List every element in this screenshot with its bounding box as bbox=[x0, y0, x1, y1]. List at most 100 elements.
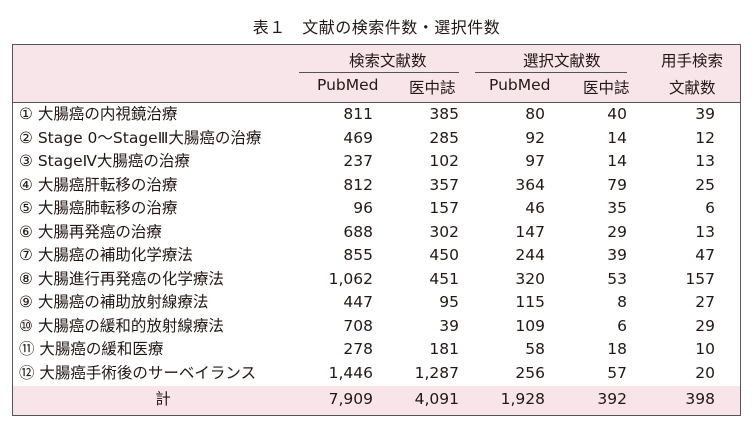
header-pubmed-search: PubMed bbox=[317, 76, 379, 94]
row-label: ⑦ 大腸癌の補助化学療法 bbox=[19, 246, 193, 264]
total-row: 計 7,909 4,091 1,928 392 398 bbox=[13, 386, 740, 415]
table-row: ⑫ 大腸癌手術後のサーベイランス 1,446 1,287 256 57 20 bbox=[13, 362, 740, 386]
row-label: ⑥ 大腸再発癌の治療 bbox=[19, 222, 162, 241]
header-search-count: 検索文献数 bbox=[349, 52, 427, 70]
cell-pubmed-selected: 109 bbox=[515, 316, 545, 335]
cell-ichushi-selected: 14 bbox=[607, 128, 627, 147]
total-ichushi-selected: 392 bbox=[597, 390, 627, 408]
table-row: ① 大腸癌の内視鏡治療 811 385 80 40 39 bbox=[13, 103, 740, 127]
table-header: 検索文献数 選択文献数 用手検索 PubMed 医中誌 PubMed 医中誌 文… bbox=[13, 45, 740, 103]
literature-table: 検索文献数 選択文献数 用手検索 PubMed 医中誌 PubMed 医中誌 文… bbox=[12, 44, 741, 416]
cell-ichushi-search: 181 bbox=[429, 340, 459, 358]
cell-manual: 157 bbox=[685, 269, 715, 288]
table-row: ⑩ 大腸癌の緩和的放射線療法 708 39 109 6 29 bbox=[13, 315, 740, 339]
cell-ichushi-search: 385 bbox=[429, 105, 459, 123]
cell-manual: 25 bbox=[695, 175, 715, 194]
cell-ichushi-search: 450 bbox=[429, 246, 459, 264]
cell-pubmed-selected: 92 bbox=[525, 128, 545, 147]
cell-pubmed-selected: 364 bbox=[515, 175, 545, 194]
table-row: ⑥ 大腸再発癌の治療 688 302 147 29 13 bbox=[13, 221, 740, 245]
cell-ichushi-selected: 57 bbox=[607, 363, 627, 382]
cell-ichushi-selected: 6 bbox=[617, 316, 627, 335]
cell-pubmed-search: 811 bbox=[343, 105, 373, 123]
row-label: ⑤ 大腸癌肺転移の治療 bbox=[19, 199, 178, 217]
cell-pubmed-search: 278 bbox=[343, 340, 373, 358]
total-pubmed-search: 7,909 bbox=[328, 390, 373, 408]
cell-pubmed-selected: 80 bbox=[525, 105, 545, 123]
row-label: ③ StageⅣ大腸癌の治療 bbox=[19, 152, 190, 170]
cell-pubmed-selected: 58 bbox=[525, 340, 545, 358]
total-manual: 398 bbox=[685, 390, 715, 408]
cell-ichushi-search: 1,287 bbox=[414, 363, 459, 382]
cell-manual: 27 bbox=[695, 293, 715, 311]
cell-pubmed-search: 708 bbox=[343, 316, 373, 335]
table-row: ⑤ 大腸癌肺転移の治療 96 157 46 35 6 bbox=[13, 197, 740, 221]
cell-pubmed-selected: 115 bbox=[515, 293, 545, 311]
cell-pubmed-search: 688 bbox=[343, 222, 373, 241]
row-label: ⑩ 大腸癌の緩和的放射線療法 bbox=[19, 316, 224, 335]
header-pubmed-selected: PubMed bbox=[489, 76, 551, 94]
cell-pubmed-search: 469 bbox=[343, 128, 373, 147]
cell-ichushi-selected: 35 bbox=[607, 199, 627, 217]
header-manual-line1: 用手検索 bbox=[661, 52, 724, 70]
cell-pubmed-selected: 97 bbox=[525, 152, 545, 170]
table-row: ③ StageⅣ大腸癌の治療 237 102 97 14 13 bbox=[13, 150, 740, 174]
cell-ichushi-search: 302 bbox=[429, 222, 459, 241]
cell-pubmed-search: 447 bbox=[343, 293, 373, 311]
table-row: ② Stage 0〜StageⅢ大腸癌の治療 469 285 92 14 12 bbox=[13, 127, 740, 151]
cell-ichushi-search: 95 bbox=[439, 293, 459, 311]
cell-pubmed-selected: 256 bbox=[515, 363, 545, 382]
cell-pubmed-search: 1,062 bbox=[328, 269, 373, 288]
cell-pubmed-search: 1,446 bbox=[328, 363, 373, 382]
cell-ichushi-selected: 39 bbox=[607, 246, 627, 264]
cell-ichushi-selected: 40 bbox=[607, 105, 627, 123]
cell-ichushi-search: 357 bbox=[429, 175, 459, 194]
cell-pubmed-search: 812 bbox=[343, 175, 373, 194]
cell-ichushi-search: 285 bbox=[429, 128, 459, 147]
header-ichushi-selected: 医中誌 bbox=[583, 79, 630, 97]
row-label: ⑨ 大腸癌の補助放射線療法 bbox=[19, 293, 209, 311]
cell-manual: 10 bbox=[695, 340, 715, 358]
header-underline-selected bbox=[475, 72, 627, 73]
header-ichushi-search: 医中誌 bbox=[409, 79, 456, 97]
cell-ichushi-selected: 8 bbox=[617, 293, 627, 311]
cell-manual: 47 bbox=[695, 246, 715, 264]
cell-manual: 6 bbox=[705, 199, 715, 217]
table-row: ⑨ 大腸癌の補助放射線療法 447 95 115 8 27 bbox=[13, 291, 740, 315]
cell-ichushi-search: 102 bbox=[429, 152, 459, 170]
table-caption: 表１ 文献の検索件数・選択件数 bbox=[252, 18, 501, 37]
row-label: ④ 大腸癌肝転移の治療 bbox=[19, 175, 178, 194]
table-row: ⑧ 大腸進行再発癌の化学療法 1,062 451 320 53 157 bbox=[13, 268, 740, 292]
cell-ichushi-selected: 53 bbox=[607, 269, 627, 288]
table-row: ⑦ 大腸癌の補助化学療法 855 450 244 39 47 bbox=[13, 244, 740, 268]
cell-pubmed-selected: 244 bbox=[515, 246, 545, 264]
cell-ichushi-selected: 18 bbox=[607, 340, 627, 358]
cell-ichushi-search: 157 bbox=[429, 199, 459, 217]
cell-manual: 20 bbox=[695, 363, 715, 382]
cell-manual: 13 bbox=[695, 152, 715, 170]
row-label: ⑪ 大腸癌の緩和医療 bbox=[19, 340, 164, 358]
row-label: ② Stage 0〜StageⅢ大腸癌の治療 bbox=[19, 128, 262, 147]
header-underline-search bbox=[299, 72, 459, 73]
table-row: ④ 大腸癌肝転移の治療 812 357 364 79 25 bbox=[13, 174, 740, 198]
cell-manual: 13 bbox=[695, 222, 715, 241]
row-label: ⑫ 大腸癌手術後のサーベイランス bbox=[19, 363, 257, 382]
cell-ichushi-search: 39 bbox=[439, 316, 459, 335]
cell-ichushi-selected: 79 bbox=[607, 175, 627, 194]
header-selected-count: 選択文献数 bbox=[523, 52, 601, 70]
total-pubmed-selected: 1,928 bbox=[500, 390, 545, 408]
header-manual-line2: 文献数 bbox=[669, 79, 716, 97]
cell-pubmed-selected: 320 bbox=[515, 269, 545, 288]
cell-pubmed-selected: 147 bbox=[515, 222, 545, 241]
row-label: ⑧ 大腸進行再発癌の化学療法 bbox=[19, 269, 224, 288]
cell-pubmed-search: 237 bbox=[343, 152, 373, 170]
cell-pubmed-search: 855 bbox=[343, 246, 373, 264]
cell-ichushi-selected: 29 bbox=[607, 222, 627, 241]
cell-manual: 29 bbox=[695, 316, 715, 335]
table-row: ⑪ 大腸癌の緩和医療 278 181 58 18 10 bbox=[13, 338, 740, 362]
cell-ichushi-search: 451 bbox=[429, 269, 459, 288]
total-label: 計 bbox=[155, 390, 171, 408]
total-ichushi-search: 4,091 bbox=[414, 390, 459, 408]
cell-pubmed-selected: 46 bbox=[525, 199, 545, 217]
row-label: ① 大腸癌の内視鏡治療 bbox=[19, 105, 178, 123]
